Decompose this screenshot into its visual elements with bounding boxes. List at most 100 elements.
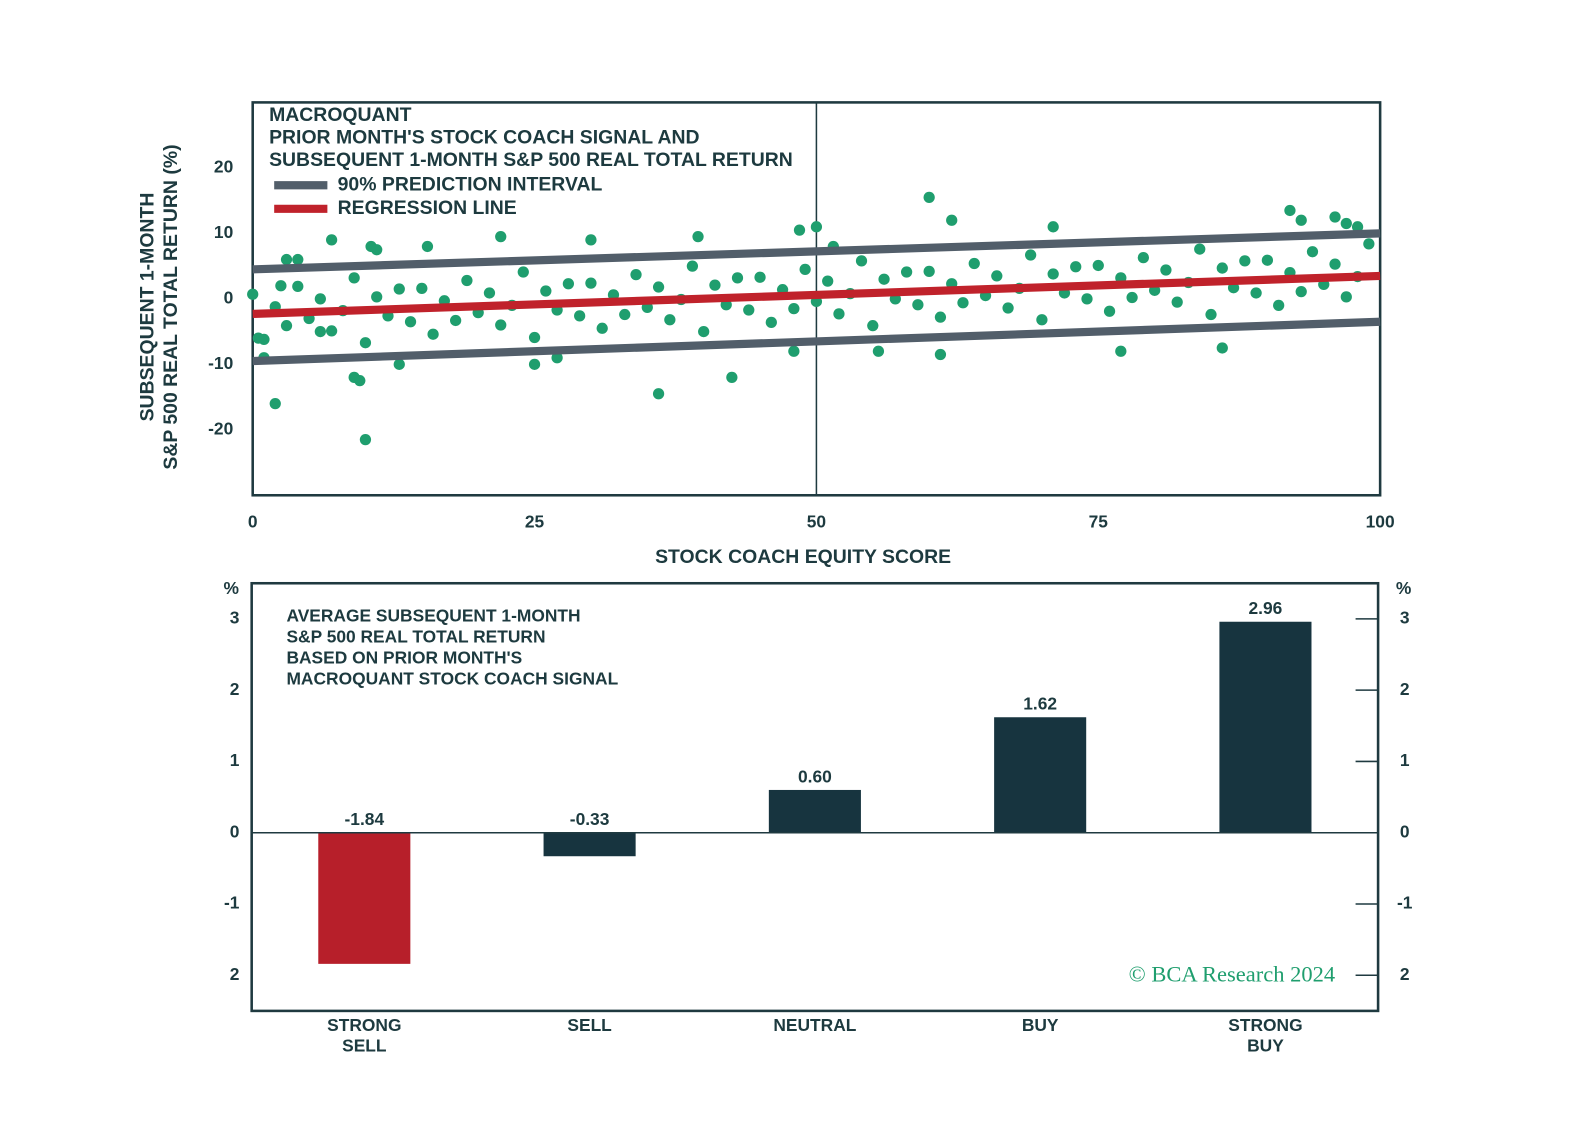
x-axis-label: STOCK COACH EQUITY SCORE xyxy=(655,546,951,568)
scatter-point xyxy=(709,279,721,291)
scatter-point xyxy=(1137,251,1149,264)
x-tick-label: SELL xyxy=(342,1035,387,1055)
x-tick-label: 0 xyxy=(248,511,258,531)
scatter-point xyxy=(292,280,304,293)
scatter-point xyxy=(726,371,738,384)
scatter-point xyxy=(793,224,806,236)
chart-title: MACROQUANT xyxy=(269,104,412,126)
value-label: 1.62 xyxy=(1023,694,1057,714)
scatter-point xyxy=(743,304,755,316)
scatter-point xyxy=(878,273,890,285)
scatter-point xyxy=(1273,299,1285,312)
interval-line xyxy=(252,317,1381,366)
chart-title: MACROQUANT STOCK COACH SIGNAL xyxy=(286,669,618,689)
scatter-point xyxy=(495,319,507,331)
scatter-point xyxy=(686,260,699,272)
value-label: -0.33 xyxy=(570,809,610,829)
y2-tick-label: 3 xyxy=(1400,607,1410,627)
scatter-point xyxy=(788,345,800,357)
scatter-point xyxy=(1205,308,1217,321)
y2-axis-unit: % xyxy=(1396,578,1411,598)
y2-tick-label: -1 xyxy=(1397,893,1413,913)
scatter-point xyxy=(1250,287,1262,299)
scatter-point xyxy=(1216,262,1228,274)
scatter-point xyxy=(1216,342,1228,354)
y2-tick-label: 0 xyxy=(1400,821,1410,841)
chart-title: AVERAGE SUBSEQUENT 1-MONTH xyxy=(286,606,580,626)
scatter-point xyxy=(280,253,293,266)
y-tick-label: -10 xyxy=(208,353,233,373)
scatter-point xyxy=(1047,221,1059,233)
y-tick-label: 3 xyxy=(230,607,240,627)
scatter-point xyxy=(1306,246,1319,258)
scatter-point xyxy=(562,278,575,290)
x-tick-label: NEUTRAL xyxy=(773,1015,856,1035)
scatter-point xyxy=(1329,211,1341,223)
chart-title: PRIOR MONTH'S STOCK COACH SIGNAL AND xyxy=(269,126,699,148)
scatter-point xyxy=(252,332,264,344)
scatter-point xyxy=(1363,238,1375,250)
bar xyxy=(994,717,1087,833)
y-tick-label: 0 xyxy=(224,287,234,307)
scatter-point xyxy=(934,348,947,361)
scatter-point xyxy=(991,270,1003,282)
scatter-point xyxy=(450,314,462,327)
bar xyxy=(1219,621,1312,833)
y-tick-label: 2 xyxy=(230,679,240,699)
scatter-point xyxy=(765,316,777,329)
scatter-point xyxy=(269,397,281,410)
scatter-point xyxy=(810,221,823,233)
scatter-point xyxy=(799,263,811,276)
scatter-point xyxy=(946,214,958,226)
scatter-point xyxy=(1002,302,1014,314)
scatter-point xyxy=(1295,214,1307,226)
scatter-point xyxy=(404,316,417,328)
y2-tick-label: 1 xyxy=(1400,750,1410,770)
scatter-point xyxy=(1261,254,1274,266)
scatter-point xyxy=(698,325,710,338)
scatter-point xyxy=(1047,268,1059,280)
scatter-point xyxy=(822,275,834,287)
y-tick-label: 2 xyxy=(230,964,240,984)
scatter-point xyxy=(247,288,259,300)
scatter-point xyxy=(1081,293,1093,305)
scatter-point xyxy=(325,325,338,337)
scatter-point xyxy=(1171,296,1183,308)
chart-title: BASED ON PRIOR MONTH'S xyxy=(286,648,522,668)
scatter-point xyxy=(483,287,496,299)
scatter-point xyxy=(348,272,360,284)
scatter-point xyxy=(314,325,326,338)
scatter-point xyxy=(371,291,383,303)
bar xyxy=(318,832,411,964)
x-tick-label: SELL xyxy=(567,1015,612,1035)
scatter-point xyxy=(872,345,885,357)
y-axis-unit: % xyxy=(223,578,238,598)
scatter-point xyxy=(652,388,665,400)
scatter-point xyxy=(1194,243,1206,255)
scatter-point xyxy=(292,253,304,266)
scatter-point xyxy=(314,293,326,305)
scatter-point xyxy=(371,244,383,256)
scatter-point xyxy=(540,285,552,297)
y-tick-label: -20 xyxy=(208,418,233,438)
x-tick-label: 50 xyxy=(807,511,826,531)
value-label: -1.84 xyxy=(345,809,385,829)
scatter-point xyxy=(1036,314,1048,326)
scatter-point xyxy=(359,433,372,446)
x-tick-label: 25 xyxy=(525,511,545,531)
scatter-point xyxy=(900,266,913,278)
y-tick-label: 10 xyxy=(214,222,233,242)
scatter-point xyxy=(280,320,293,332)
scatter-point xyxy=(427,328,439,340)
scatter-point xyxy=(957,297,969,309)
scatter-point xyxy=(754,271,766,283)
chart-title: S&P 500 REAL TOTAL RETURN xyxy=(286,627,545,647)
scatter-point xyxy=(528,331,541,344)
scatter-point xyxy=(325,234,338,246)
x-tick-label: STRONG xyxy=(1228,1015,1302,1035)
scatter-point xyxy=(652,281,665,293)
scatter-point xyxy=(1025,249,1037,261)
scatter-point xyxy=(855,255,868,267)
scatter-point xyxy=(923,265,935,277)
